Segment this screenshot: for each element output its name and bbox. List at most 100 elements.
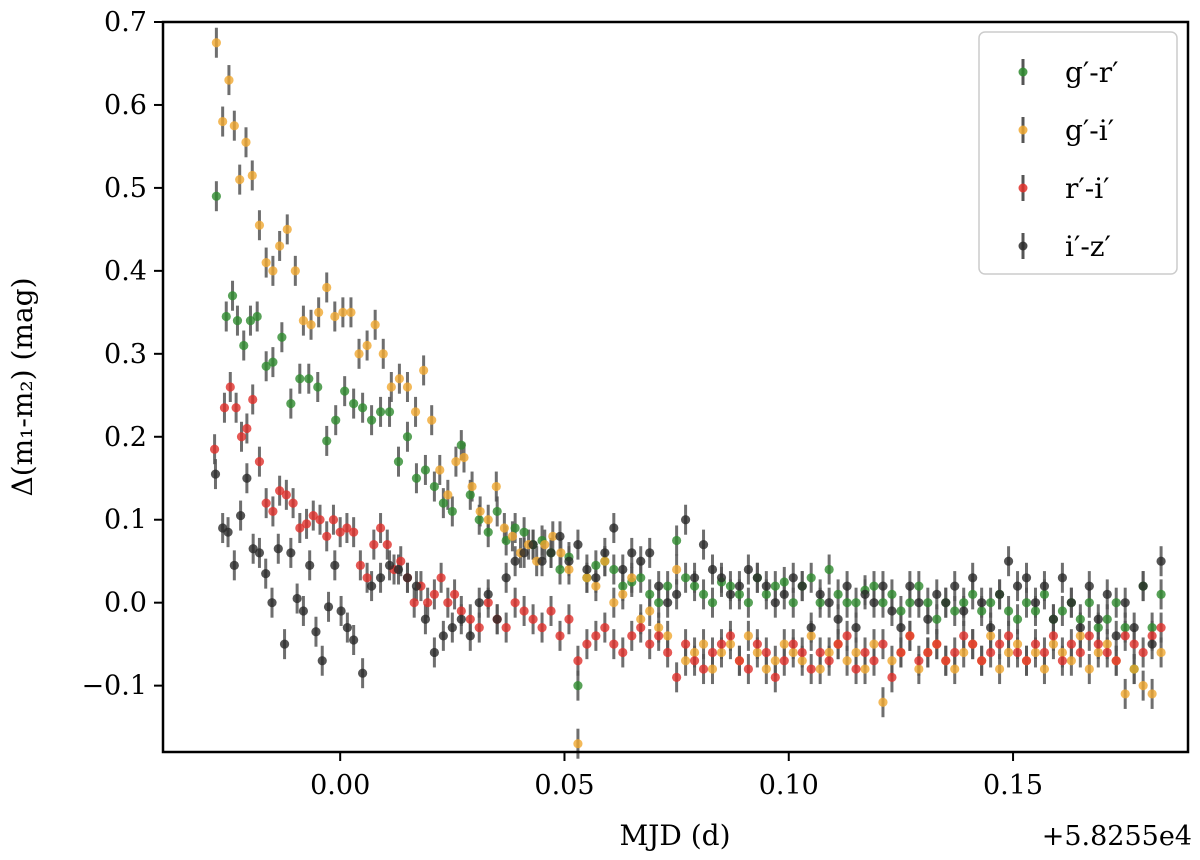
point-s1-75	[824, 647, 834, 658]
point-s0-68	[806, 573, 816, 583]
point-s3-57	[663, 598, 673, 608]
point-s0-6	[252, 311, 262, 322]
point-s1-13	[298, 316, 309, 326]
point-s3-79	[860, 589, 870, 599]
point-s0-107	[1156, 589, 1166, 599]
point-s1-28	[419, 365, 429, 376]
point-s0-85	[959, 598, 969, 608]
point-s1-26	[402, 382, 413, 392]
point-s3-88	[941, 598, 951, 608]
point-s2-97	[994, 639, 1005, 649]
point-s3-2	[223, 527, 233, 537]
point-s1-99	[1039, 664, 1050, 674]
point-s0-33	[492, 506, 502, 517]
point-s3-69	[770, 598, 780, 608]
point-s2-13	[295, 523, 305, 533]
point-s1-3	[229, 121, 239, 131]
point-s3-17	[317, 656, 327, 666]
point-s1-46	[564, 564, 574, 575]
point-s3-3	[229, 560, 239, 570]
point-s0-91	[1012, 614, 1023, 624]
point-s3-112	[1156, 556, 1166, 566]
point-s1-53	[627, 573, 637, 583]
point-s1-36	[483, 515, 493, 525]
y-tick-label-1: 0.0	[104, 588, 147, 619]
point-s0-57	[707, 598, 718, 608]
point-s1-39	[507, 531, 518, 541]
point-s0-19	[366, 415, 377, 425]
point-s3-27	[393, 564, 404, 575]
point-s3-77	[842, 581, 852, 591]
point-s0-35	[510, 523, 520, 533]
point-s3-37	[483, 589, 493, 599]
point-s1-51	[609, 598, 619, 608]
point-s0-88	[986, 598, 996, 608]
point-s3-102	[1066, 598, 1076, 608]
point-s2-89	[923, 647, 933, 658]
point-s2-42	[501, 622, 511, 633]
point-s3-55	[645, 548, 655, 558]
point-s0-30	[465, 490, 475, 500]
point-s2-63	[689, 656, 700, 666]
point-s2-67	[725, 631, 736, 641]
point-s3-46	[564, 556, 574, 566]
point-s2-84	[878, 639, 888, 649]
point-s0-36	[519, 527, 529, 537]
point-s0-0	[211, 191, 221, 201]
point-s2-86	[896, 647, 906, 658]
point-s3-38	[492, 614, 502, 624]
point-s0-26	[429, 481, 439, 492]
point-s0-12	[304, 374, 314, 384]
point-s1-19	[346, 307, 356, 317]
point-s2-100	[1021, 656, 1032, 666]
point-s2-45	[528, 614, 538, 624]
point-s3-87	[932, 589, 942, 599]
point-s3-108	[1120, 598, 1130, 608]
point-s0-101	[1102, 614, 1112, 624]
point-s2-66	[716, 639, 727, 649]
point-s2-18	[328, 515, 339, 525]
point-s1-44	[548, 531, 558, 541]
point-s0-1	[221, 311, 231, 322]
point-s3-104	[1084, 581, 1094, 591]
point-s1-37	[491, 481, 501, 492]
point-s0-71	[833, 589, 843, 599]
point-s3-22	[349, 635, 359, 645]
point-s1-98	[1030, 647, 1041, 658]
point-s2-50	[573, 656, 583, 666]
point-s3-51	[609, 523, 619, 533]
point-s0-84	[950, 606, 960, 616]
point-s1-4	[235, 175, 245, 185]
point-s3-67	[752, 573, 762, 583]
plot-frame	[161, 20, 1190, 754]
point-s3-44	[546, 548, 556, 558]
point-s2-59	[654, 631, 664, 641]
point-s3-32	[438, 631, 448, 641]
point-s2-80	[842, 631, 852, 641]
y-tick-label-2: 0.1	[104, 505, 147, 536]
point-s3-21	[342, 622, 352, 633]
point-s2-2	[225, 382, 235, 392]
point-s2-51	[582, 639, 592, 649]
point-s1-33	[459, 452, 469, 463]
point-s1-11	[282, 224, 292, 234]
point-s0-32	[483, 527, 493, 537]
point-s1-30	[435, 465, 445, 475]
point-s1-22	[370, 320, 380, 330]
point-s2-23	[362, 573, 372, 583]
point-s0-82	[932, 614, 942, 624]
point-s3-94	[994, 589, 1005, 599]
point-s2-46	[537, 622, 547, 633]
point-s1-9	[268, 266, 278, 276]
point-s0-78	[896, 606, 906, 616]
point-s0-46	[609, 564, 619, 575]
point-s3-107	[1111, 631, 1121, 641]
point-s3-83	[896, 622, 906, 633]
point-s2-68	[734, 656, 745, 666]
point-s3-58	[672, 589, 682, 599]
y-tick-label-8: 0.7	[104, 7, 147, 38]
point-s0-7	[261, 361, 271, 371]
point-s2-6	[248, 394, 258, 405]
point-s1-101	[1057, 647, 1067, 658]
point-s2-102	[1039, 647, 1050, 658]
